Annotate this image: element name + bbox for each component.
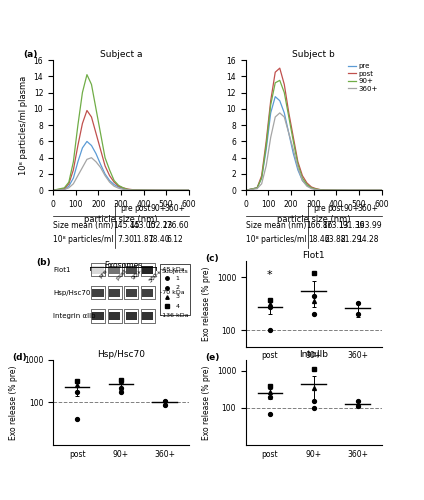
Text: 173.13: 173.13 <box>322 221 349 230</box>
Text: pre: pre <box>120 204 133 213</box>
Text: 7.30: 7.30 <box>118 236 135 244</box>
Bar <box>126 289 137 297</box>
Bar <box>124 262 138 276</box>
Bar <box>108 262 122 276</box>
Bar <box>108 286 122 300</box>
Text: (d): (d) <box>12 352 27 362</box>
Text: 152.23: 152.23 <box>146 221 172 230</box>
Text: 176.60: 176.60 <box>162 221 189 230</box>
Bar <box>141 262 155 276</box>
Bar <box>126 266 137 274</box>
Y-axis label: Exo release (% pre): Exo release (% pre) <box>202 266 211 341</box>
Bar <box>124 286 138 300</box>
Bar <box>142 312 153 320</box>
Bar <box>91 309 105 322</box>
Text: pre: pre <box>313 204 326 213</box>
Text: 90+: 90+ <box>344 204 360 213</box>
Text: (b): (b) <box>37 258 51 266</box>
Text: 21.29: 21.29 <box>341 236 363 244</box>
Text: post: post <box>327 204 344 213</box>
Y-axis label: Exo release (% pre): Exo release (% pre) <box>9 365 18 440</box>
Bar <box>142 266 153 274</box>
Text: Flot1: Flot1 <box>53 266 70 272</box>
Text: 3: 3 <box>175 294 179 300</box>
Text: 166.86: 166.86 <box>306 221 332 230</box>
Y-axis label: 10⁸ particles/ml plasma: 10⁸ particles/ml plasma <box>19 76 28 175</box>
Text: Size mean (nm): Size mean (nm) <box>246 221 306 230</box>
Text: 90+: 90+ <box>151 204 167 213</box>
Text: Subjects: Subjects <box>162 268 189 274</box>
Title: IntαIIb: IntαIIb <box>299 350 328 358</box>
Bar <box>92 266 103 274</box>
Text: 90+: 90+ <box>131 268 144 280</box>
Legend: pre, post, 90+, 360+: pre, post, 90+, 360+ <box>348 64 378 92</box>
Text: 23.88: 23.88 <box>325 236 346 244</box>
Bar <box>91 286 105 300</box>
Text: 145.45: 145.45 <box>113 221 139 230</box>
Title: Subject b: Subject b <box>292 50 335 59</box>
Text: post: post <box>114 268 128 281</box>
Y-axis label: Exo release (% pre): Exo release (% pre) <box>202 365 211 440</box>
Text: 18.40: 18.40 <box>148 236 170 244</box>
Text: -70 kDa: -70 kDa <box>160 290 185 295</box>
Bar <box>109 289 120 297</box>
Text: Hsp/Hsc70: Hsp/Hsc70 <box>53 290 90 296</box>
Text: 360+: 360+ <box>357 204 379 213</box>
Bar <box>108 309 122 322</box>
Text: 11.87: 11.87 <box>132 236 153 244</box>
Bar <box>109 266 120 274</box>
X-axis label: particle size (nm): particle size (nm) <box>277 214 351 224</box>
Title: Subject a: Subject a <box>100 50 142 59</box>
Bar <box>126 312 137 320</box>
FancyBboxPatch shape <box>160 264 190 315</box>
Text: 14.28: 14.28 <box>357 236 379 244</box>
Text: 163.99: 163.99 <box>355 221 381 230</box>
Bar <box>142 289 153 297</box>
Text: 360+: 360+ <box>165 204 186 213</box>
Bar <box>91 262 105 276</box>
Bar <box>92 312 103 320</box>
X-axis label: particle size (nm): particle size (nm) <box>84 214 158 224</box>
Text: 10⁸ particles/ml: 10⁸ particles/ml <box>246 236 306 244</box>
Bar <box>141 286 155 300</box>
Text: 143.00: 143.00 <box>129 221 156 230</box>
Text: *: * <box>267 270 273 280</box>
Bar <box>124 309 138 322</box>
Text: pre: pre <box>98 268 109 278</box>
Bar <box>141 309 155 322</box>
Title: Hsp/Hsc70: Hsp/Hsc70 <box>97 350 145 358</box>
Text: 10⁸ particles/ml: 10⁸ particles/ml <box>53 236 114 244</box>
Title: Flot1: Flot1 <box>302 251 325 260</box>
Text: 1: 1 <box>175 276 179 280</box>
Text: -136 kDa: -136 kDa <box>160 313 189 318</box>
Bar <box>109 312 120 320</box>
Text: (a): (a) <box>23 50 37 58</box>
Text: 360+: 360+ <box>148 268 163 283</box>
Text: Integrin αIIb: Integrin αIIb <box>53 312 95 318</box>
Bar <box>92 289 103 297</box>
Text: Size mean (nm): Size mean (nm) <box>53 221 113 230</box>
Text: -48 kDa: -48 kDa <box>160 267 185 272</box>
Text: Exosomes: Exosomes <box>104 261 142 270</box>
Text: 18.46: 18.46 <box>308 236 330 244</box>
Text: 2: 2 <box>175 285 179 290</box>
Text: post: post <box>134 204 151 213</box>
Text: (e): (e) <box>205 352 220 362</box>
Text: 6.12: 6.12 <box>167 236 184 244</box>
Text: 4: 4 <box>175 304 179 309</box>
Text: 191.39: 191.39 <box>338 221 365 230</box>
Text: (c): (c) <box>205 254 219 263</box>
